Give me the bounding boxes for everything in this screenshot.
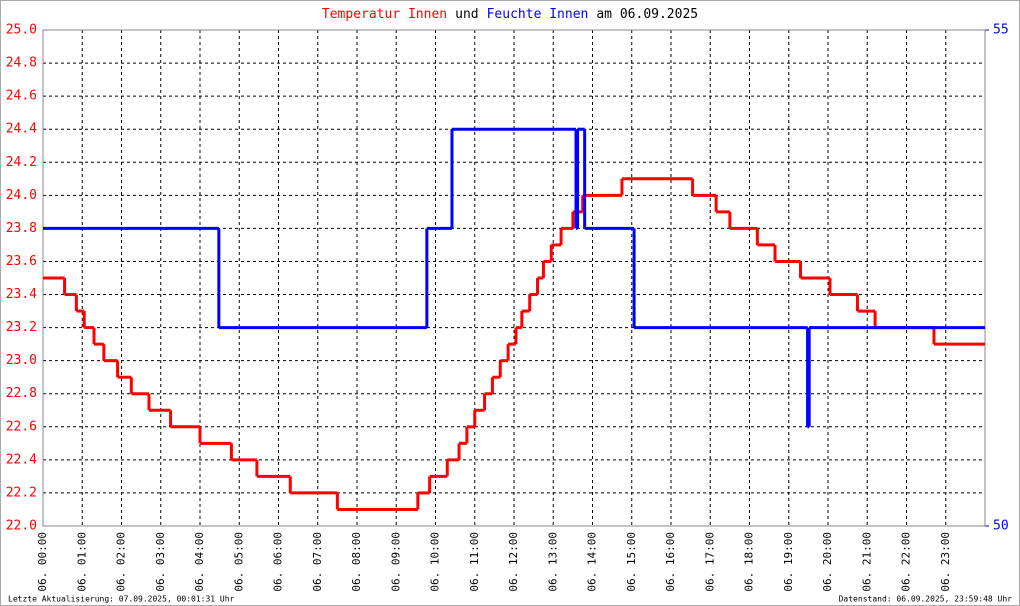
y2-tick-label: 55 [993, 23, 1009, 38]
x-tick-label: 06. 12:00 [507, 532, 520, 592]
x-tick-label: 06. 15:00 [625, 532, 638, 592]
y-tick-label: 22.4 [6, 452, 37, 467]
title-part: Temperatur Innen [322, 7, 447, 22]
x-tick-label: 06. 09:00 [389, 532, 402, 592]
y-tick-label: 22.2 [6, 485, 37, 500]
x-tick-label: 06. 05:00 [232, 532, 245, 592]
y2-tick-label: 50 [993, 519, 1009, 534]
footer-right: Datenstand: 06.09.2025, 23:59:48 Uhr [839, 595, 1013, 604]
y-tick-label: 24.8 [6, 56, 37, 71]
x-tick-label: 06. 07:00 [311, 532, 324, 592]
x-tick-label: 06. 16:00 [664, 532, 677, 592]
x-tick-label: 06. 02:00 [115, 532, 128, 592]
x-tick-label: 06. 08:00 [350, 532, 363, 592]
x-tick-label: 06. 11:00 [468, 532, 481, 592]
y-tick-label: 22.0 [6, 519, 37, 534]
x-tick-label: 06. 14:00 [586, 532, 599, 592]
chart-title: Temperatur Innen und Feuchte Innen am 06.09… [322, 7, 698, 22]
y-tick-label: 23.2 [6, 320, 37, 335]
x-tick-label: 06. 04:00 [193, 532, 206, 592]
x-tick-label: 06. 17:00 [703, 532, 716, 592]
y-tick-label: 24.0 [6, 188, 37, 203]
y-tick-label: 25.0 [6, 23, 37, 38]
title-part: und [455, 7, 478, 22]
x-tick-label: 06. 23:00 [939, 532, 952, 592]
y-tick-label: 23.0 [6, 353, 37, 368]
y-tick-label: 23.4 [6, 287, 37, 302]
x-tick-label: 06. 19:00 [782, 532, 795, 592]
x-tick-label: 06. 06:00 [272, 532, 285, 592]
y-tick-label: 23.6 [6, 254, 37, 269]
x-tick-label: 06. 01:00 [75, 532, 88, 592]
x-tick-label: 06. 18:00 [743, 532, 756, 592]
title-part: Feuchte Innen [487, 7, 589, 22]
x-tick-label: 06. 21:00 [860, 532, 873, 592]
x-tick-label: 06. 13:00 [546, 532, 559, 592]
x-tick-label: 06. 10:00 [429, 532, 442, 592]
x-tick-label: 06. 20:00 [821, 532, 834, 592]
y-tick-label: 23.8 [6, 221, 37, 236]
x-tick-label: 06. 22:00 [900, 532, 913, 592]
x-tick-label: 06. 00:00 [36, 532, 49, 592]
title-part: am 06.09.2025 [596, 7, 698, 22]
y-tick-label: 24.2 [6, 155, 37, 170]
y-tick-label: 24.6 [6, 89, 37, 104]
x-tick-label: 06. 03:00 [154, 532, 167, 592]
y-tick-label: 22.6 [6, 419, 37, 434]
y-tick-label: 22.8 [6, 386, 37, 401]
footer-left: Letzte Aktualisierung: 07.09.2025, 00:01… [8, 595, 235, 604]
y-tick-label: 24.4 [6, 122, 37, 137]
